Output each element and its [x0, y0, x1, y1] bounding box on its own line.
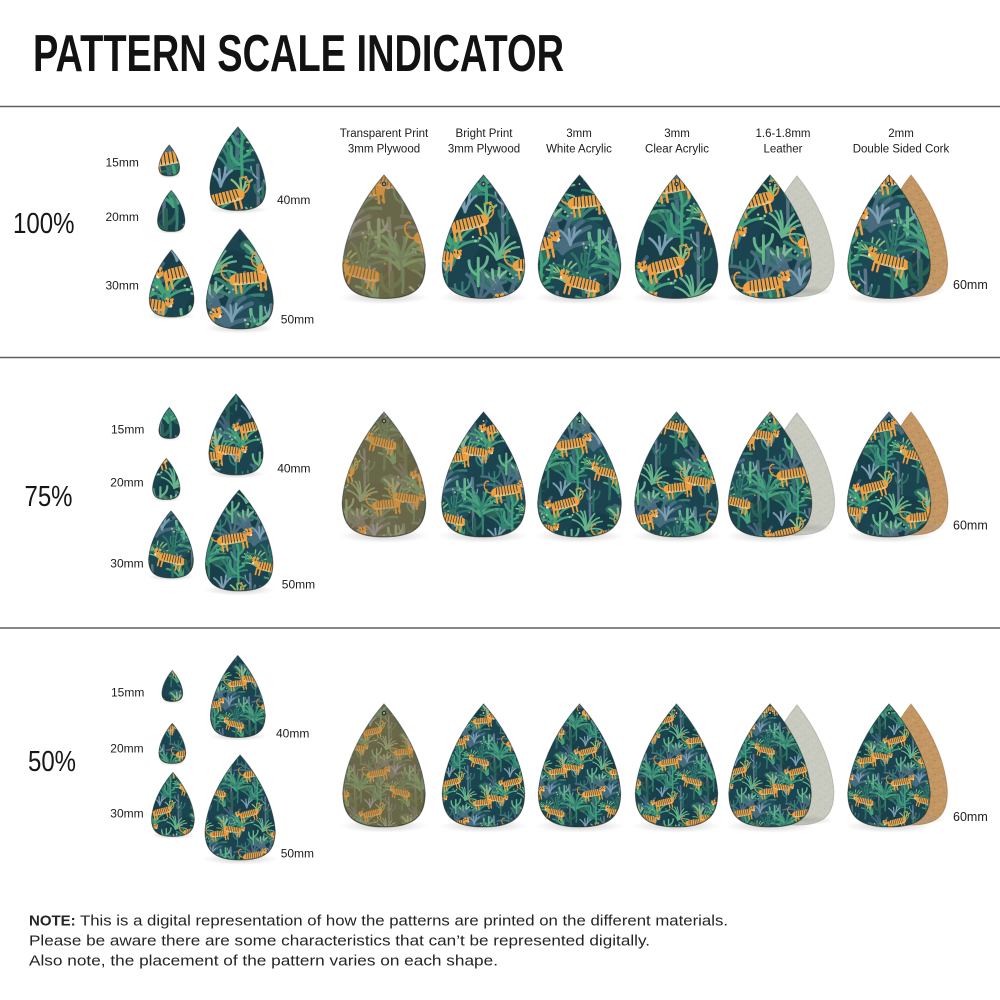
svg-text:30mm: 30mm — [106, 279, 139, 293]
svg-text:40mm: 40mm — [276, 726, 309, 740]
svg-text:30mm: 30mm — [110, 557, 143, 571]
svg-text:Bright Print: Bright Print — [456, 128, 514, 140]
svg-text:This is a digital representati: This is a digital representation of how … — [80, 913, 728, 930]
svg-text:15mm: 15mm — [106, 156, 139, 170]
svg-text:40mm: 40mm — [277, 461, 310, 475]
svg-text:Clear Acrylic: Clear Acrylic — [645, 144, 709, 156]
svg-text:50mm: 50mm — [281, 846, 314, 860]
svg-text:75%: 75% — [25, 481, 73, 513]
svg-text:3mm: 3mm — [566, 128, 592, 140]
svg-text:20mm: 20mm — [106, 210, 139, 224]
svg-text:Please be aware there are some: Please be aware there are some character… — [29, 933, 650, 950]
svg-text:60mm: 60mm — [953, 810, 988, 824]
svg-text:50mm: 50mm — [281, 313, 314, 327]
svg-text:Transparent Print: Transparent Print — [340, 128, 429, 140]
svg-text:30mm: 30mm — [110, 807, 143, 821]
svg-text:20mm: 20mm — [110, 742, 143, 756]
svg-text:1.6-1.8mm: 1.6-1.8mm — [756, 128, 811, 140]
svg-text:2mm: 2mm — [888, 128, 914, 140]
svg-text:Also note, the placement of th: Also note, the placement of the pattern … — [29, 953, 498, 970]
svg-text:Double Sided Cork: Double Sided Cork — [853, 144, 950, 156]
svg-text:Leather: Leather — [763, 144, 802, 156]
svg-text:3mm: 3mm — [664, 128, 690, 140]
svg-text:PATTERN SCALE INDICATOR: PATTERN SCALE INDICATOR — [33, 25, 564, 83]
svg-text:White Acrylic: White Acrylic — [546, 144, 612, 156]
svg-text:100%: 100% — [13, 208, 75, 240]
svg-text:NOTE:: NOTE: — [29, 913, 76, 930]
svg-text:40mm: 40mm — [277, 193, 310, 207]
svg-text:3mm Plywood: 3mm Plywood — [348, 144, 420, 156]
svg-text:60mm: 60mm — [953, 519, 988, 533]
svg-text:3mm Plywood: 3mm Plywood — [448, 144, 520, 156]
svg-text:50%: 50% — [28, 746, 76, 778]
svg-text:15mm: 15mm — [111, 685, 144, 699]
svg-text:50mm: 50mm — [282, 578, 315, 592]
svg-text:60mm: 60mm — [953, 278, 988, 292]
svg-text:20mm: 20mm — [110, 476, 143, 490]
svg-text:15mm: 15mm — [111, 423, 144, 437]
